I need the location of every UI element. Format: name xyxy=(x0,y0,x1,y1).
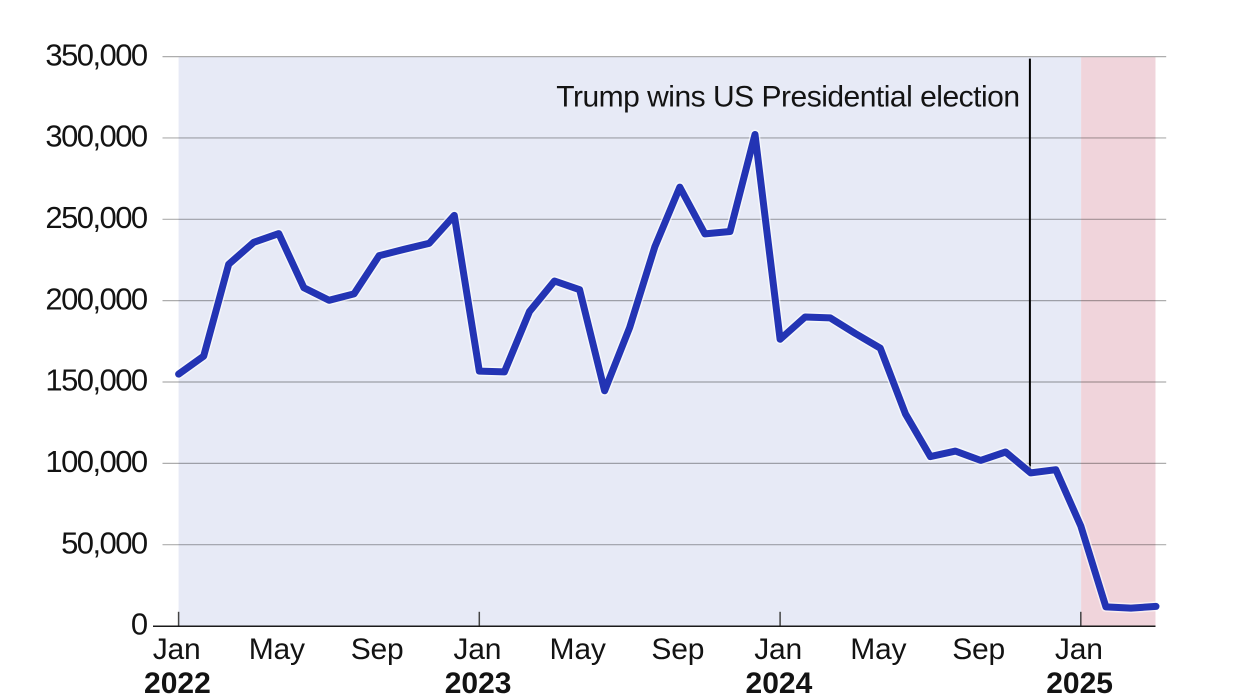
svg-text:2025: 2025 xyxy=(1046,667,1113,700)
svg-text:2024: 2024 xyxy=(746,667,813,700)
svg-text:150,000: 150,000 xyxy=(45,363,148,398)
svg-text:200,000: 200,000 xyxy=(45,281,148,316)
svg-text:0: 0 xyxy=(131,607,148,642)
svg-text:2023: 2023 xyxy=(445,667,512,700)
svg-text:50,000: 50,000 xyxy=(61,525,148,560)
svg-text:100,000: 100,000 xyxy=(45,444,148,479)
svg-text:Jan: Jan xyxy=(453,633,501,666)
svg-text:300,000: 300,000 xyxy=(45,119,148,154)
svg-text:Jan: Jan xyxy=(754,633,802,666)
svg-text:250,000: 250,000 xyxy=(45,200,148,235)
svg-text:Trump wins US Presidential ele: Trump wins US Presidential election xyxy=(556,80,1019,113)
svg-text:350,000: 350,000 xyxy=(45,37,148,72)
svg-text:Jan: Jan xyxy=(1055,633,1103,666)
svg-text:2022: 2022 xyxy=(144,667,211,700)
svg-text:Sep: Sep xyxy=(351,633,404,666)
svg-text:Sep: Sep xyxy=(651,633,704,666)
svg-text:Sep: Sep xyxy=(952,633,1005,666)
svg-text:Jan: Jan xyxy=(153,633,201,666)
svg-text:May: May xyxy=(850,633,906,666)
svg-text:May: May xyxy=(550,633,606,666)
svg-text:May: May xyxy=(249,633,305,666)
